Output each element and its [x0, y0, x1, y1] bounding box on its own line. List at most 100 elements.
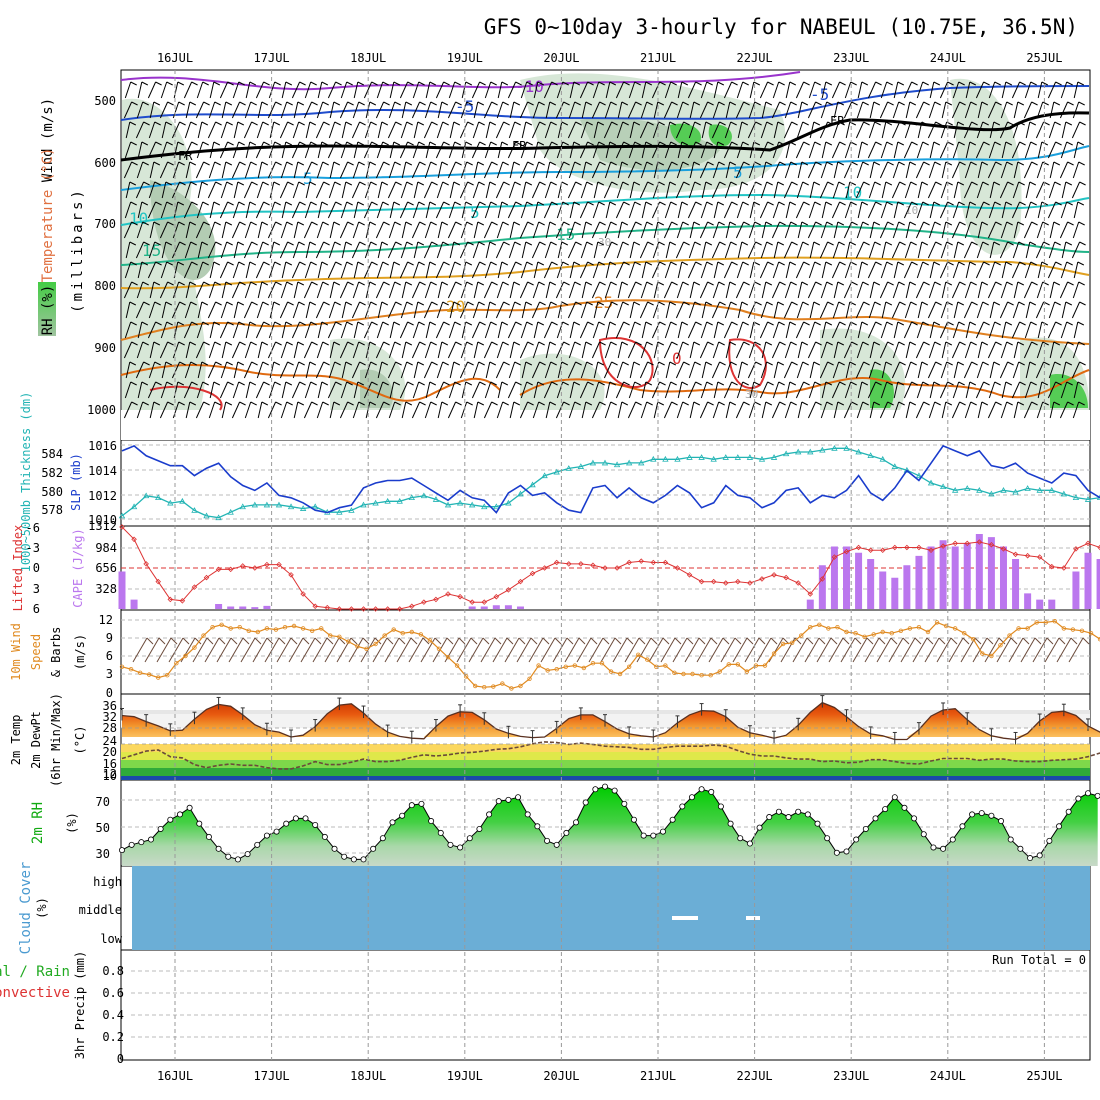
upper-wind-barb-flag [1054, 181, 1061, 186]
upper-wind-barb-flag [657, 401, 665, 406]
upper-wind-barb-flag [479, 261, 486, 266]
upper-wind-barb-flag [527, 221, 534, 226]
upper-wind-barb [412, 381, 420, 399]
wind-barb-flag [206, 637, 214, 645]
upper-wind-barb [677, 381, 683, 399]
rh2m-marker [515, 794, 522, 801]
upper-wind-barb-flag [285, 321, 293, 326]
upper-wind-barb-flag [382, 321, 389, 326]
upper-wind-barb [1024, 141, 1032, 159]
upper-wind-barb [221, 221, 227, 239]
upper-wind-barb [711, 241, 721, 259]
upper-wind-barb-flag [477, 161, 485, 166]
upper-wind-barb [724, 181, 732, 199]
upper-wind-barb-flag [814, 261, 821, 266]
upper-wind-barb-flag [155, 81, 162, 86]
wind-barb-staff [528, 637, 544, 663]
upper-wind-barb [496, 221, 504, 239]
upper-wind-barb-flag [406, 121, 413, 126]
wind-speed-marker [916, 625, 922, 630]
upper-wind-barb-flag [347, 341, 354, 346]
upper-wind-barb-flag [1018, 361, 1025, 366]
upper-wind-barb [855, 121, 865, 139]
upper-wind-barb-flag [982, 361, 989, 366]
upper-wind-barb-flag [754, 101, 761, 106]
upper-wind-barb-flag [587, 81, 594, 86]
wind-barb-staff [816, 637, 832, 663]
upper-wind-barb-flag [526, 81, 533, 86]
upper-wind-barb-flag [683, 181, 690, 186]
upper-wind-barb-flag [658, 361, 665, 366]
wind-barb-flag [362, 637, 370, 645]
upper-wind-barb-flag [911, 381, 918, 386]
upper-wind-barb-flag [706, 261, 713, 266]
upper-wind-barb-flag [911, 81, 918, 86]
wind-barb-staff [1044, 637, 1060, 663]
upper-wind-barb-flag [142, 101, 149, 106]
wind-barb-staff [312, 637, 328, 663]
upper-wind-barb [867, 81, 877, 99]
rh2m-marker [360, 856, 367, 863]
upper-wind-barb-flag [309, 361, 317, 366]
upper-wind-barb-flag [682, 341, 689, 346]
upper-wind-barb-flag [993, 241, 1001, 246]
upper-wind-barb [279, 121, 289, 139]
upper-wind-barb [941, 401, 947, 419]
upper-wind-barb [928, 341, 936, 359]
upper-wind-barb-flag [358, 221, 365, 226]
upper-wind-barb [233, 241, 239, 259]
upper-wind-barb [761, 401, 767, 419]
upper-wind-barb-flag [899, 361, 906, 366]
upper-wind-barb-flag [573, 201, 581, 206]
upper-wind-barb-flag [213, 381, 221, 386]
wind-barb-staff [756, 637, 772, 663]
upper-wind-barb-flag [177, 201, 185, 206]
rh2m-marker [321, 833, 328, 840]
upper-wind-barb-flag [610, 401, 617, 406]
upper-wind-barb-flag [333, 401, 341, 406]
upper-wind-barb-flag [453, 181, 461, 186]
upper-wind-barb [1072, 281, 1080, 299]
upper-wind-barb-flag [779, 101, 786, 106]
upper-wind-barb [700, 321, 708, 339]
upper-wind-barb [603, 121, 613, 139]
upper-wind-barb [160, 201, 168, 219]
upper-wind-barb-flag [274, 81, 281, 86]
upper-wind-barb-flag [550, 241, 557, 246]
upper-wind-barb-flag [873, 161, 881, 166]
upper-wind-barb-flag [285, 261, 293, 266]
upper-wind-barb-flag [863, 181, 870, 186]
upper-wind-barb [833, 101, 839, 119]
upper-wind-barb-flag [933, 261, 941, 266]
upper-wind-barb-flag [503, 181, 510, 186]
upper-wind-barb [531, 121, 541, 139]
upper-wind-barb [508, 301, 516, 319]
upper-wind-barb-flag [538, 281, 545, 286]
upper-wind-barb [447, 101, 457, 119]
upper-wind-barb-flag [443, 381, 450, 386]
thickness-marker [589, 459, 597, 466]
wind-speed-marker [300, 626, 306, 631]
upper-wind-barb-flag [1077, 321, 1085, 326]
upper-wind-barb-flag [309, 241, 317, 246]
upper-wind-barb [449, 121, 455, 139]
upper-wind-barb-flag [790, 401, 797, 406]
upper-wind-barb-flag [815, 221, 822, 226]
upper-wind-barb [797, 221, 803, 239]
upper-wind-barb-flag [1007, 181, 1014, 186]
upper-wind-barb [281, 141, 287, 159]
upper-wind-barb-flag [525, 361, 533, 366]
upper-wind-barb-flag [622, 121, 629, 126]
upper-wind-barb-flag [441, 341, 449, 346]
upper-wind-barb-flag [801, 401, 809, 406]
upper-wind-barb [653, 281, 659, 299]
upper-wind-barb-flag [202, 81, 209, 86]
wind-barb-flag [734, 637, 742, 645]
upper-wind-barb-flag [419, 401, 426, 406]
upper-wind-barb [713, 381, 719, 399]
upper-wind-barb-flag [442, 241, 449, 246]
upper-wind-barb-flag [154, 121, 161, 126]
upper-wind-barb-flag [839, 381, 846, 386]
upper-wind-barb-flag [597, 181, 605, 186]
upper-wind-barb-flag [323, 121, 330, 126]
